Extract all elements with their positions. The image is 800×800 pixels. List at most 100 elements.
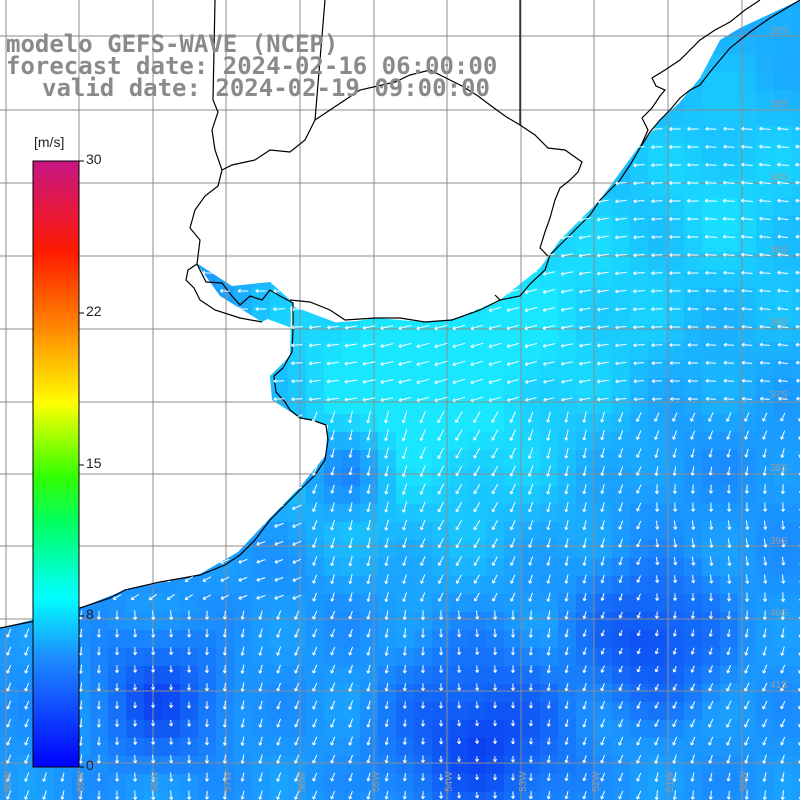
wind-arrow — [220, 594, 230, 600]
wind-arrow — [222, 772, 227, 782]
wind-speed-cell — [522, 108, 541, 127]
wind-speed-cell — [414, 720, 433, 739]
wind-arrow — [240, 718, 245, 728]
wind-speed-cell — [234, 450, 253, 469]
wind-speed-cell — [612, 126, 631, 145]
wind-arrow — [741, 288, 753, 293]
wind-arrow — [112, 594, 122, 600]
wind-arrow — [330, 556, 335, 567]
wind-speed-cell — [792, 432, 800, 451]
wind-speed-cell — [126, 126, 145, 145]
wind-arrow — [398, 306, 412, 312]
wind-speed-cell — [414, 576, 433, 595]
wind-arrow — [60, 772, 65, 782]
wind-speed-cell — [90, 486, 109, 505]
wind-speed-cell — [792, 306, 800, 325]
wind-arrow — [348, 519, 353, 531]
colorbar-gradient — [32, 160, 80, 768]
wind-arrow — [582, 718, 587, 728]
wind-arrow — [384, 483, 389, 495]
wind-arrow — [600, 411, 605, 423]
wind-arrow — [366, 466, 371, 476]
wind-arrow — [564, 790, 569, 800]
wind-speed-cell — [414, 360, 433, 379]
wind-arrow — [744, 772, 749, 782]
wind-speed-cell — [558, 612, 577, 631]
wind-speed-cell — [630, 504, 649, 523]
wind-speed-cell — [486, 288, 505, 307]
wind-speed-cell — [198, 162, 217, 181]
wind-arrow — [22, 594, 32, 600]
wind-speed-cell — [540, 648, 559, 667]
wind-speed-cell — [378, 288, 397, 307]
wind-speed-cell — [414, 0, 433, 19]
wind-speed-cell — [702, 720, 721, 739]
wind-arrow — [420, 574, 426, 584]
wind-arrow — [582, 611, 587, 619]
wind-speed-cell — [504, 162, 523, 181]
wind-speed-cell — [666, 72, 685, 91]
wind-arrow — [114, 737, 120, 746]
wind-arrow — [600, 700, 606, 710]
wind-speed-cell — [108, 756, 127, 775]
wind-speed-cell — [270, 576, 289, 595]
wind-speed-cell — [90, 576, 109, 595]
wind-arrow — [22, 486, 32, 492]
wind-speed-cell — [324, 288, 343, 307]
wind-arrow — [615, 361, 627, 366]
wind-speed-cell — [702, 36, 721, 55]
wind-arrow — [669, 144, 681, 150]
wind-speed-cell — [342, 630, 361, 649]
wind-speed-cell — [468, 270, 487, 289]
wind-speed-cell — [720, 630, 739, 649]
wind-arrow — [312, 448, 318, 459]
wind-speed-cell — [0, 576, 19, 595]
wind-speed-cell — [252, 684, 271, 703]
wind-arrow — [777, 360, 788, 365]
wind-speed-cell — [18, 0, 37, 19]
wind-speed-cell — [594, 792, 613, 800]
wind-speed-cell — [234, 198, 253, 217]
wind-arrow — [795, 216, 800, 221]
wind-arrow — [723, 342, 735, 347]
wind-speed-cell — [450, 630, 469, 649]
wind-arrow — [546, 592, 551, 602]
wind-arrow — [596, 253, 609, 258]
wind-arrow — [597, 325, 609, 330]
wind-speed-cell — [666, 576, 685, 595]
wind-speed-cell — [630, 576, 649, 595]
wind-speed-cell — [594, 504, 613, 523]
wind-arrow — [22, 325, 32, 330]
wind-speed-cell — [666, 594, 685, 613]
wind-speed-cell — [162, 234, 181, 253]
wind-arrow — [470, 360, 484, 367]
wind-arrow — [654, 683, 659, 691]
wind-speed-cell — [594, 576, 613, 595]
wind-arrow — [759, 180, 771, 185]
longitude-label: 50W — [739, 771, 750, 792]
wind-arrow — [273, 217, 284, 222]
wind-arrow — [780, 430, 786, 440]
wind-speed-cell — [324, 216, 343, 235]
wind-arrow — [310, 127, 320, 132]
wind-speed-cell — [720, 558, 739, 577]
latitude-label: 34S — [770, 172, 788, 183]
wind-speed-cell — [414, 216, 433, 235]
wind-arrow — [308, 361, 321, 366]
wind-arrow — [273, 486, 285, 492]
wind-speed-cell — [378, 612, 397, 631]
wind-arrow — [222, 736, 227, 746]
wind-arrow — [256, 541, 266, 546]
wind-arrow — [763, 538, 768, 548]
wind-arrow — [416, 288, 430, 294]
wind-speed-cell — [612, 630, 631, 649]
wind-speed-cell — [378, 648, 397, 667]
wind-speed-cell — [324, 702, 343, 721]
wind-arrow — [600, 502, 605, 512]
wind-speed-cell — [594, 522, 613, 541]
wind-arrow — [22, 540, 32, 546]
wind-arrow — [436, 127, 446, 132]
wind-arrow — [745, 556, 750, 566]
wind-speed-cell — [702, 306, 721, 325]
wind-arrow — [130, 558, 139, 564]
